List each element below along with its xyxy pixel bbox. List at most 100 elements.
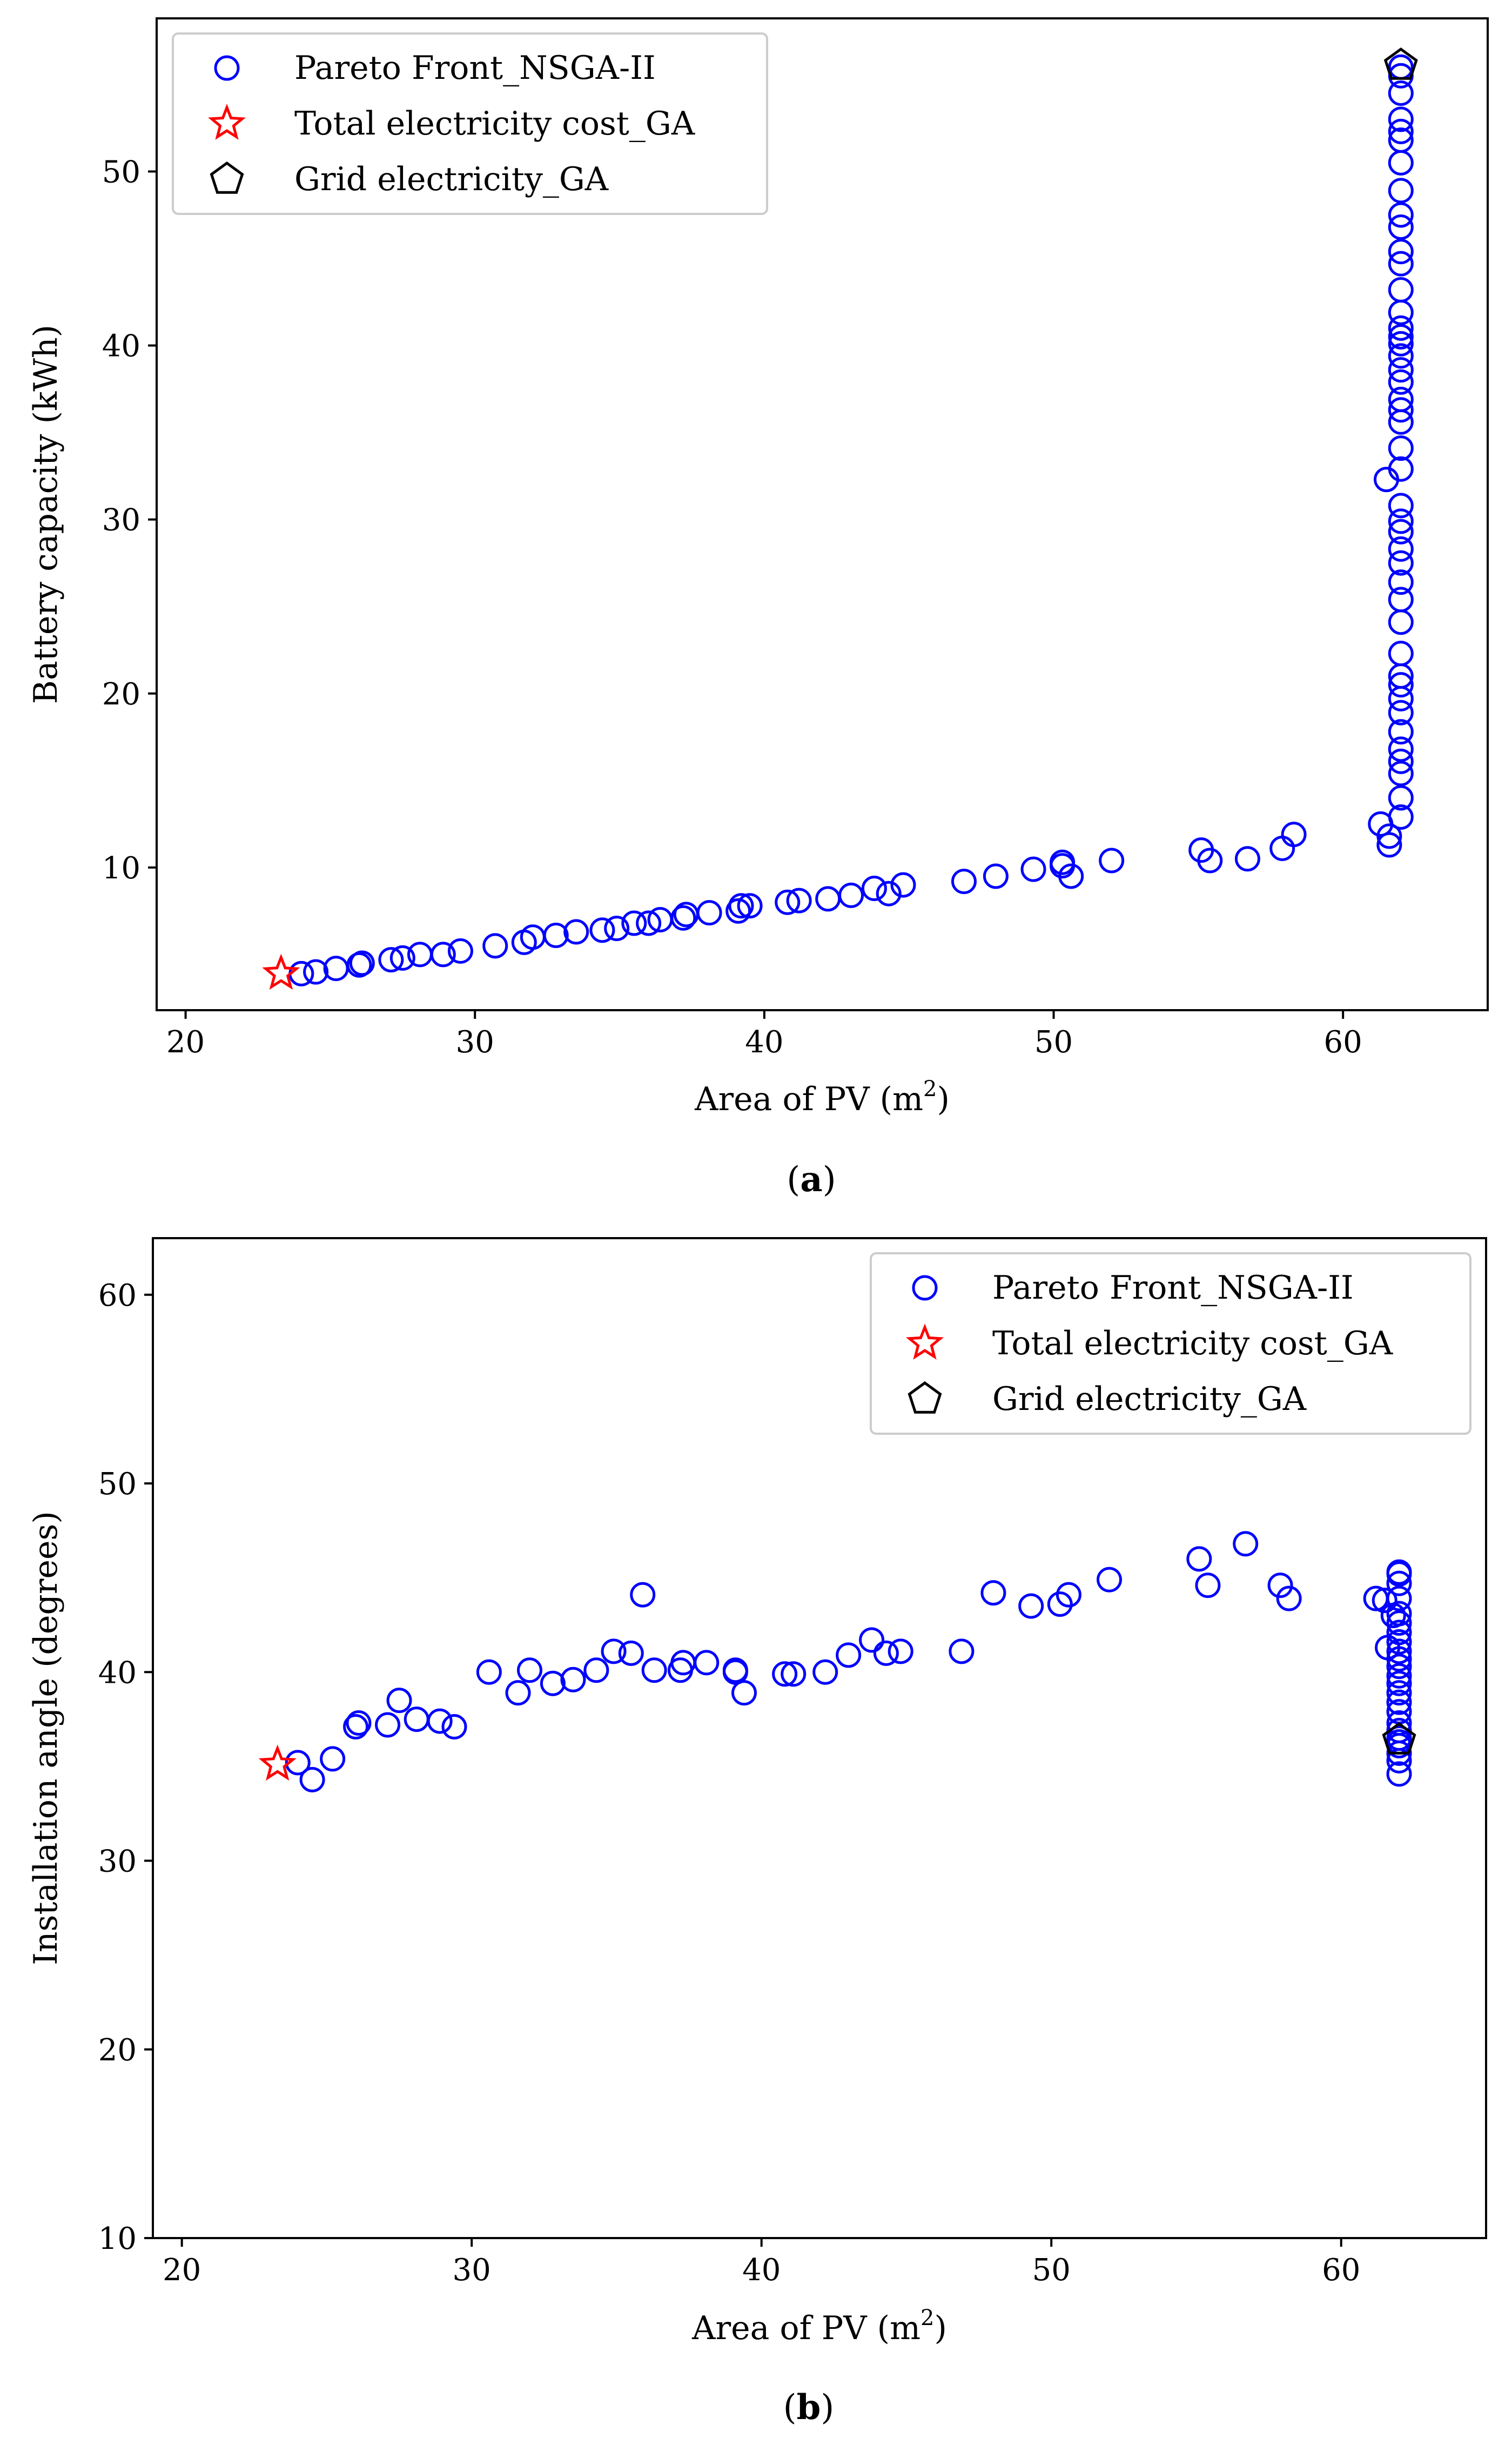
pareto-point — [285, 1750, 311, 1776]
x-tick-label: 60 — [1324, 1025, 1362, 1060]
series-pentagon — [1382, 1722, 1416, 1755]
legend-marker-circle — [214, 55, 240, 81]
pareto-point — [1386, 1689, 1412, 1715]
caption-letter: a — [800, 1159, 822, 1200]
x-tick-label: 50 — [1032, 2253, 1071, 2288]
pareto-point — [343, 1714, 369, 1740]
pareto-point — [1388, 804, 1414, 830]
legend-box — [172, 32, 768, 215]
pareto-point — [1386, 1638, 1412, 1664]
pareto-point — [1388, 214, 1414, 240]
x-tick-label: 40 — [745, 1025, 783, 1060]
y-axis-label: Battery capacity (kWh) — [27, 325, 65, 704]
y-tick-label: 30 — [102, 503, 140, 538]
pareto-point — [1388, 785, 1414, 811]
legend-label: Grid electricity_GA — [294, 160, 609, 198]
legend-marker-star — [905, 1324, 944, 1360]
pareto-point — [1388, 118, 1414, 144]
pareto-point — [1388, 700, 1414, 725]
pareto-point — [1267, 1573, 1293, 1598]
legend-label: Grid electricity_GA — [992, 1380, 1307, 1418]
x-axis-label-main: Area of PV (m — [691, 2309, 920, 2347]
pareto-point — [1388, 569, 1414, 595]
legend: Pareto Front_NSGA-II Total electricity co… — [172, 32, 768, 215]
pareto-point — [696, 900, 722, 926]
x-tick-label: 20 — [163, 2253, 201, 2288]
pareto-point — [1058, 863, 1084, 889]
legend-label: Total electricity cost_GA — [294, 105, 695, 143]
x-tick-label: 50 — [1034, 1025, 1073, 1060]
pareto-point — [1386, 1620, 1412, 1645]
cost-ga-point — [262, 953, 300, 990]
pareto-point — [1386, 1748, 1412, 1773]
pareto-point — [601, 1638, 627, 1664]
pareto-point — [604, 916, 630, 942]
legend-marker-pentagon — [908, 1381, 942, 1414]
pareto-point — [731, 1680, 757, 1706]
plot-frame — [156, 17, 1489, 1011]
series-star — [258, 1744, 297, 1781]
x-tick-label: 30 — [453, 2253, 491, 2288]
pareto-point — [1386, 1586, 1412, 1611]
pareto-point — [1197, 848, 1223, 874]
pareto-point — [1050, 849, 1076, 875]
pareto-point — [1386, 1740, 1412, 1766]
pareto-point — [1388, 397, 1414, 423]
pareto-point — [1388, 761, 1414, 787]
pareto-point — [589, 917, 615, 943]
pareto-point — [1386, 1654, 1412, 1680]
pareto-point — [1386, 1761, 1412, 1787]
pareto-point — [1386, 1629, 1412, 1655]
pareto-point — [441, 1714, 467, 1740]
pareto-point — [737, 893, 763, 919]
pareto-point — [1388, 456, 1414, 482]
y-tick-label: 40 — [102, 329, 140, 364]
pareto-point — [694, 1650, 720, 1676]
pareto-point — [670, 905, 696, 931]
pareto-point — [1386, 1680, 1412, 1706]
pareto-point — [725, 898, 751, 924]
pareto-point — [1388, 550, 1414, 576]
figure-caption: (a) — [787, 1159, 836, 1200]
y-tick-label: 40 — [98, 1655, 137, 1690]
pareto-point — [1386, 1561, 1412, 1587]
pareto-point — [1276, 1586, 1302, 1611]
pareto-point — [1376, 832, 1402, 858]
pareto-point — [983, 863, 1009, 889]
pareto-point — [951, 869, 977, 895]
x-tick-label: 20 — [166, 1025, 205, 1060]
legend-label: Total electricity cost_GA — [992, 1325, 1393, 1362]
pareto-point — [1388, 672, 1414, 698]
pareto-point — [772, 1661, 798, 1687]
pareto-point — [722, 1657, 748, 1683]
y-tick-label: 20 — [98, 2033, 137, 2068]
pareto-point — [1386, 1663, 1412, 1689]
pareto-point — [1386, 1570, 1412, 1596]
chart-a: 20 30 40 50 60 10 20 30 40 50 Area of PV (m2) Batte… — [27, 17, 1489, 1200]
series-pentagon — [1383, 47, 1418, 80]
pareto-point — [1018, 1593, 1044, 1619]
pareto-point — [838, 882, 864, 908]
pareto-point — [1388, 386, 1414, 412]
pareto-point — [1388, 519, 1414, 545]
pareto-point — [1388, 343, 1414, 369]
x-tick-label: 30 — [456, 1025, 494, 1060]
pareto-point — [427, 1708, 453, 1734]
y-tick-label: 60 — [98, 1278, 137, 1313]
pareto-point — [563, 919, 589, 945]
pareto-point — [1281, 822, 1307, 848]
pareto-point — [781, 1661, 807, 1687]
pareto-point — [621, 910, 647, 936]
pareto-point — [378, 947, 404, 973]
pareto-point — [1388, 508, 1414, 534]
pareto-point — [1388, 357, 1414, 383]
pareto-point — [389, 945, 415, 971]
series-circle — [288, 54, 1414, 986]
pareto-point — [1376, 823, 1402, 849]
pareto-point — [386, 1688, 412, 1714]
pareto-point — [949, 1638, 975, 1664]
caption-close: ) — [821, 2388, 834, 2428]
caption-letter: b — [797, 2387, 821, 2428]
